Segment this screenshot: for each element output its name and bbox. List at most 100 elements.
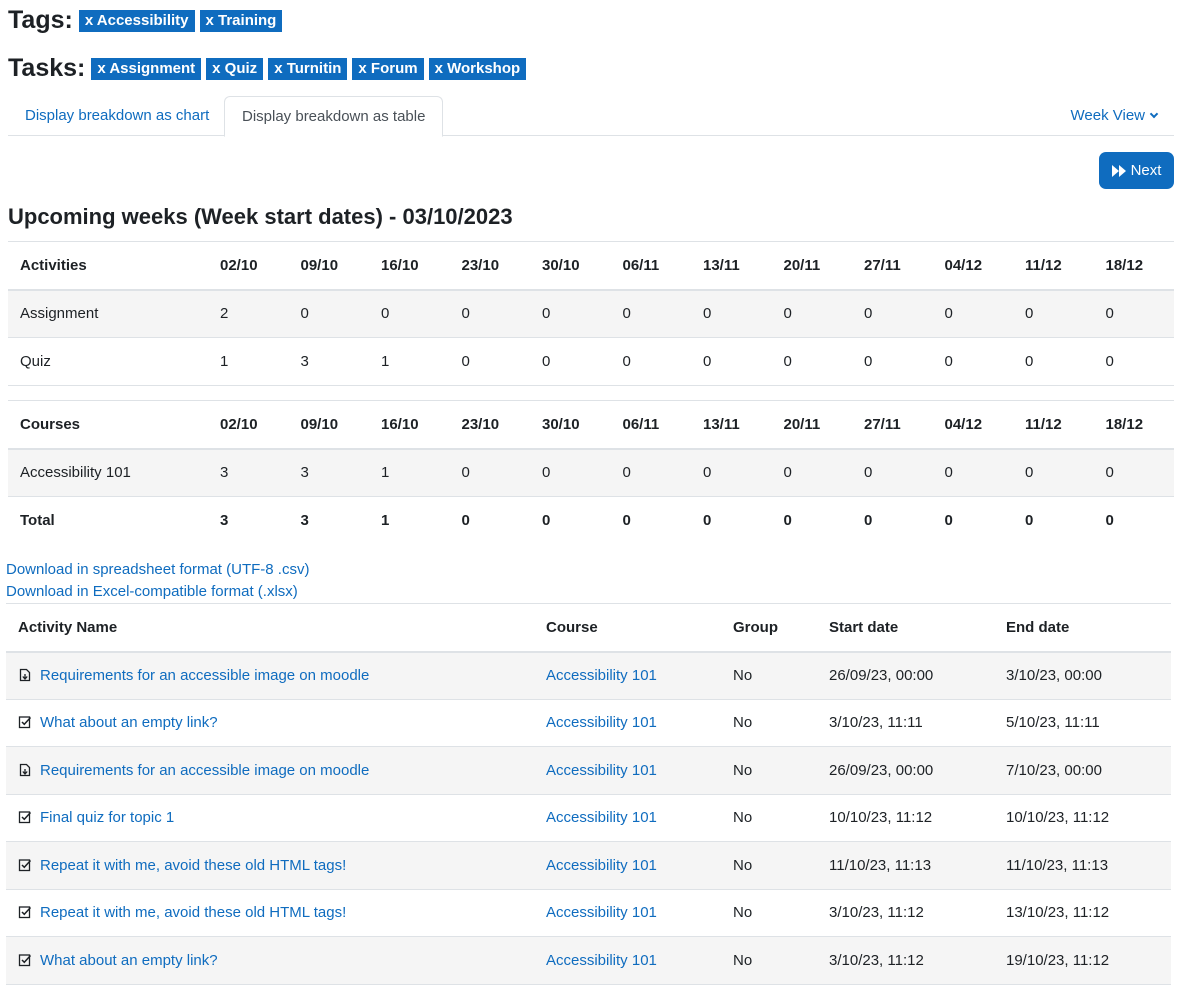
table-row: Total 3 3 1 0 0 0 0 0 0 0 0 0 — [8, 497, 1174, 545]
activity-link[interactable]: Final quiz for topic 1 — [40, 809, 175, 827]
courses-header-label: Courses — [20, 415, 81, 433]
start-date-cell: 26/09/23, 00:00 — [829, 761, 934, 779]
activity-link[interactable]: What about an empty link? — [40, 951, 218, 969]
activity-link[interactable]: Requirements for an accessible image on … — [40, 761, 370, 779]
week-header: 13/11 — [703, 256, 740, 274]
group-cell: No — [733, 904, 753, 922]
task-chip-1[interactable]: x Quiz — [206, 57, 264, 80]
week-count: 1 — [381, 353, 390, 370]
task-chip-3[interactable]: x Forum — [352, 57, 424, 80]
next-button[interactable]: Next — [1099, 152, 1174, 189]
tag-chip-1[interactable]: x Training — [199, 9, 283, 32]
week-count: 1 — [220, 353, 229, 370]
week-header: 09/10 — [300, 415, 339, 433]
breakdown-tabs: Display breakdown as chart Display break… — [8, 96, 1174, 137]
week-count: 0 — [381, 305, 390, 323]
download-xlsx-link[interactable]: Download in Excel-compatible format (.xl… — [6, 583, 298, 600]
tasks-label: Tasks: — [8, 54, 86, 82]
course-cell: Accessibility 101 — [534, 889, 721, 937]
table-row: Quiz 1 3 1 0 0 0 0 0 0 0 0 0 — [8, 338, 1174, 386]
week-count: 0 — [542, 353, 551, 370]
week-count: 0 — [783, 464, 792, 482]
week-header: 04/12 — [944, 256, 983, 274]
activity-cell: What about an empty link? — [6, 699, 534, 747]
assignment-icon — [18, 763, 32, 777]
week-count: 0 — [622, 305, 631, 323]
end-date-cell: 5/10/23, 11:11 — [1006, 714, 1100, 732]
table-row: Requirements for an accessible image on … — [6, 651, 1171, 700]
end-date-cell: 13/10/23, 11:12 — [1006, 904, 1110, 922]
week-header: 30/10 — [542, 415, 580, 433]
week-header: 30/10 — [542, 256, 580, 274]
course-link[interactable]: Accessibility 101 — [546, 809, 657, 827]
week-header: 27/11 — [864, 415, 901, 433]
course-cell: Accessibility 101 — [534, 747, 721, 795]
activity-cell: What about an empty link? — [6, 937, 534, 985]
group-cell: No — [733, 856, 753, 874]
courses-header-row: Courses 02/10 09/10 16/10 23/10 30/10 06/11 13/… — [8, 401, 1174, 449]
task-chip-2[interactable]: x Turnitin — [268, 57, 348, 80]
task-chip-0[interactable]: x Assignment — [91, 57, 202, 80]
course-link[interactable]: Accessibility 101 — [546, 761, 657, 779]
end-date-cell: 19/10/23, 11:12 — [1006, 951, 1110, 969]
week-count: 0 — [1105, 464, 1114, 482]
week-count: 0 — [783, 305, 792, 323]
col-group: Group — [733, 618, 778, 636]
tasks-row: Tasks: x Assignment x Quiz x Turnitin x For… — [8, 54, 531, 83]
tag-chips: x Accessibility x Training — [78, 9, 288, 32]
chevron-down-icon — [1149, 109, 1159, 119]
activity-cell: Repeat it with me, avoid these old HTML … — [6, 889, 534, 937]
week-header: 18/12 — [1105, 415, 1144, 433]
week-header: 16/10 — [381, 256, 419, 274]
week-count: 0 — [542, 464, 551, 482]
week-count: 0 — [703, 305, 712, 323]
week-view-dropdown[interactable]: Week View — [1071, 96, 1159, 136]
col-course: Course — [546, 618, 598, 636]
courses-summary-table: Courses 02/10 09/10 16/10 23/10 30/10 06/11 13/… — [8, 400, 1174, 545]
group-cell: No — [733, 667, 753, 684]
tag-chip-0[interactable]: x Accessibility — [78, 9, 195, 32]
assignment-icon — [18, 668, 32, 682]
week-header: 06/11 — [622, 415, 660, 433]
course-link[interactable]: Accessibility 101 — [546, 951, 657, 969]
row-label: Total — [20, 512, 55, 530]
start-date-cell: 11/10/23, 11:13 — [829, 856, 932, 874]
week-count: 0 — [461, 512, 470, 530]
activities-summary-table: Activities 02/10 09/10 16/10 23/10 30/10 06/11… — [8, 241, 1174, 386]
tab-chart[interactable]: Display breakdown as chart — [25, 107, 210, 124]
week-header: 02/10 — [220, 415, 258, 433]
week-count: 0 — [1105, 512, 1114, 530]
activity-link[interactable]: Repeat it with me, avoid these old HTML … — [40, 904, 347, 922]
course-cell: Accessibility 101 — [534, 699, 721, 747]
week-count: 0 — [944, 305, 953, 323]
course-link[interactable]: Accessibility 101 — [546, 714, 657, 732]
course-link[interactable]: Accessibility 101 — [546, 856, 657, 874]
end-date-cell: 10/10/23, 11:12 — [1006, 809, 1110, 827]
course-link[interactable]: Accessibility 101 — [546, 667, 657, 684]
week-header: 20/11 — [783, 256, 821, 274]
activity-link[interactable]: What about an empty link? — [40, 714, 218, 732]
tab-table[interactable]: Display breakdown as table — [224, 96, 444, 137]
activity-cell: Requirements for an accessible image on … — [6, 652, 534, 700]
week-count: 0 — [944, 512, 953, 530]
week-count: 0 — [1025, 353, 1034, 370]
group-cell: No — [733, 809, 753, 827]
week-count: 0 — [622, 512, 631, 530]
course-link[interactable]: Accessibility 101 — [546, 904, 657, 922]
end-date-cell: 3/10/23, 00:00 — [1006, 667, 1102, 684]
col-start-date: Start date — [829, 618, 899, 636]
row-label: Accessibility 101 — [20, 464, 131, 482]
start-date-cell: 26/09/23, 00:00 — [829, 667, 934, 684]
end-date-cell: 11/10/23, 11:13 — [1006, 856, 1109, 874]
week-count: 0 — [622, 353, 631, 370]
task-chip-4[interactable]: x Workshop — [428, 57, 527, 80]
course-cell: Accessibility 101 — [534, 937, 721, 985]
quiz-icon — [18, 858, 32, 872]
week-count: 0 — [783, 512, 792, 530]
table-row: Repeat it with me, avoid these old HTML … — [6, 841, 1171, 889]
activity-link[interactable]: Repeat it with me, avoid these old HTML … — [40, 856, 347, 874]
quiz-icon — [18, 715, 32, 729]
download-csv-link[interactable]: Download in spreadsheet format (UTF-8 .c… — [6, 561, 310, 578]
activity-list-table: Activity Name Course Group Start date En… — [6, 603, 1171, 985]
activity-link[interactable]: Requirements for an accessible image on … — [40, 667, 370, 684]
